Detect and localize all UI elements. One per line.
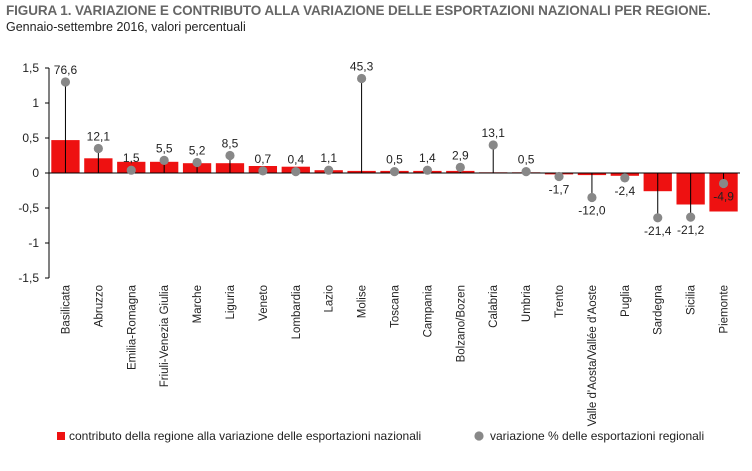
variation-marker: [389, 167, 400, 177]
x-tick-label: Bolzano/Bozen: [455, 285, 467, 362]
x-tick-label: Lombardia: [291, 284, 303, 339]
x-tick-label: Toscana: [390, 284, 402, 327]
data-label: 12,1: [87, 130, 111, 144]
variation-marker: [620, 173, 630, 183]
variation-marker: [521, 167, 531, 177]
legend-swatch-marker: [474, 431, 484, 441]
variation-marker: [422, 165, 433, 175]
data-label: 13,1: [482, 126, 506, 140]
variation-marker: [554, 171, 564, 182]
x-tick-label: Puglia: [620, 284, 632, 317]
x-tick-label: Emilia-Romagna: [126, 284, 138, 370]
variation-marker: [93, 143, 103, 154]
x-tick-label: Veneto: [258, 285, 270, 321]
data-label: -12,0: [578, 204, 606, 218]
data-label: -21,2: [677, 223, 705, 237]
variation-marker: [488, 140, 498, 150]
x-tick-label: Calabria: [488, 284, 500, 327]
data-label: 5,2: [189, 144, 206, 158]
data-label: 0,4: [287, 153, 304, 167]
x-tick-label: Trento: [554, 285, 566, 318]
y-tick-label: -1: [28, 236, 39, 250]
data-label: 76,6: [54, 63, 78, 77]
y-tick-label: 1: [32, 96, 39, 110]
x-tick-label: Abruzzo: [93, 285, 105, 327]
chart-subtitle: Gennaio-settembre 2016, valori percentua…: [6, 20, 246, 34]
x-tick-label: Piemonte: [719, 285, 731, 334]
data-label: -21,4: [644, 224, 672, 238]
variation-marker: [258, 166, 268, 176]
legend-label-marker: variazione % delle esportazioni regional…: [490, 429, 704, 443]
data-label: -4,9: [713, 190, 734, 204]
variation-marker: [291, 167, 301, 177]
y-tick-label: 1,5: [22, 61, 39, 75]
variation-marker: [455, 162, 465, 172]
variation-marker: [159, 155, 169, 165]
x-tick-label: Umbria: [521, 284, 533, 322]
x-tick-label: Sicilia: [686, 284, 698, 315]
variation-marker: [356, 73, 367, 84]
data-label: 1,1: [320, 151, 337, 165]
x-tick-label: Marche: [192, 285, 204, 323]
variation-marker: [126, 165, 136, 175]
x-tick-label: Campania: [422, 284, 434, 337]
variation-marker: [60, 77, 71, 87]
data-label: -1,7: [549, 183, 570, 197]
data-label: 0,7: [255, 152, 272, 166]
x-tick-label: Molise: [357, 285, 369, 318]
y-tick-label: -1,5: [18, 271, 39, 285]
data-label: 1,5: [123, 151, 140, 165]
data-label: 45,3: [350, 60, 374, 74]
variation-marker: [225, 150, 235, 161]
variation-marker: [587, 192, 597, 203]
data-label: 0,5: [518, 153, 535, 167]
data-label: 5,5: [156, 141, 173, 155]
y-tick-label: -0,5: [18, 201, 39, 215]
x-tick-label: Valle d'Aosta/Vallée d'Aoste: [587, 285, 599, 426]
legend-swatch-bar: [57, 432, 65, 440]
y-tick-label: 0,5: [22, 131, 39, 145]
data-label: -2,4: [614, 184, 635, 198]
y-tick-label: 0: [32, 166, 39, 180]
variation-marker: [686, 212, 696, 222]
x-tick-label: Lazio: [324, 285, 336, 313]
data-label: 1,4: [419, 151, 436, 165]
data-label: 0,5: [386, 153, 403, 167]
x-tick-label: Friuli-Venezia Giulia: [159, 284, 171, 387]
x-tick-label: Liguria: [225, 284, 237, 319]
chart-title: FIGURA 1. VARIAZIONE E CONTRIBUTO ALLA V…: [6, 3, 711, 18]
variation-marker: [653, 213, 663, 223]
variation-marker: [324, 165, 334, 175]
data-label: 2,9: [452, 148, 469, 162]
x-tick-label: Basilicata: [60, 284, 72, 334]
legend-label-bar: contributo della regione alla variazione…: [69, 429, 421, 443]
variation-marker: [192, 157, 202, 168]
variation-marker: [718, 178, 729, 189]
x-tick-label: Sardegna: [653, 284, 665, 334]
data-label: 8,5: [222, 137, 239, 151]
